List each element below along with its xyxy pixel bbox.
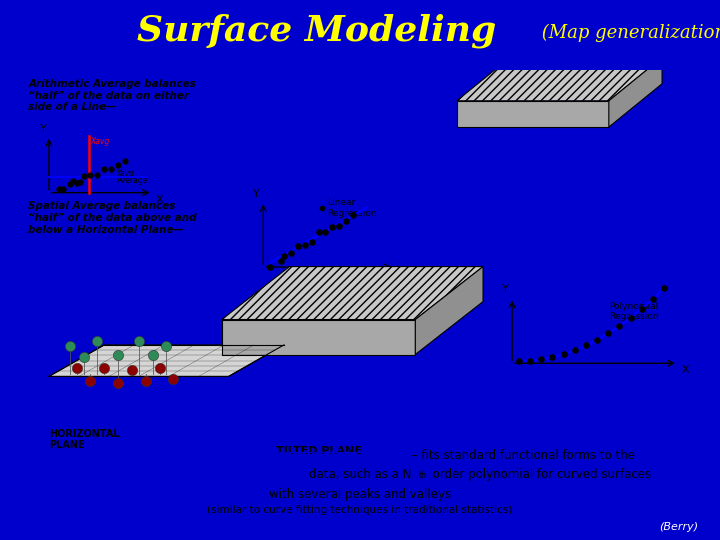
- Text: with several peaks and valleys: with several peaks and valleys: [269, 488, 451, 501]
- Text: data, such as a N: data, such as a N: [309, 468, 411, 481]
- Point: [99, 165, 110, 174]
- Point: [580, 341, 592, 350]
- Text: (Map generalization): (Map generalization): [536, 23, 720, 42]
- Point: [320, 227, 331, 236]
- Point: [64, 180, 76, 189]
- Point: [71, 179, 82, 188]
- Polygon shape: [222, 320, 415, 354]
- Point: [536, 355, 547, 363]
- Point: [292, 242, 304, 251]
- Text: Y: Y: [502, 284, 508, 294]
- Point: [78, 172, 89, 181]
- Text: CURVED
PLANE: CURVED PLANE: [571, 75, 619, 96]
- Point: [112, 350, 124, 359]
- Point: [91, 170, 103, 179]
- Point: [112, 161, 124, 170]
- Point: [306, 238, 318, 246]
- Point: [78, 353, 89, 361]
- Point: [333, 222, 345, 231]
- Point: [275, 256, 287, 265]
- Point: [154, 363, 166, 372]
- Text: Spatial Average balances
“half” of the data above and
below a Horizontal Plane—: Spatial Average balances “half” of the d…: [28, 201, 197, 234]
- Point: [625, 313, 636, 322]
- Text: X: X: [398, 269, 405, 279]
- Text: order polynomial for curved surfaces: order polynomial for curved surfaces: [429, 468, 652, 481]
- Text: Polynomial
Regression: Polynomial Regression: [609, 302, 658, 321]
- Point: [112, 379, 124, 387]
- Point: [68, 177, 79, 185]
- Point: [312, 227, 324, 236]
- Polygon shape: [609, 58, 662, 127]
- Text: Map Generalization: Map Generalization: [222, 449, 358, 462]
- Point: [91, 337, 103, 346]
- Point: [658, 284, 670, 292]
- Point: [591, 335, 603, 344]
- Polygon shape: [222, 267, 483, 320]
- Point: [347, 211, 359, 219]
- Point: [264, 262, 276, 271]
- Text: (Berry): (Berry): [660, 522, 698, 531]
- Text: th: th: [419, 471, 427, 480]
- Point: [147, 350, 158, 359]
- Point: [140, 376, 151, 385]
- Point: [513, 357, 525, 366]
- Point: [636, 304, 647, 313]
- Point: [53, 185, 65, 194]
- Point: [133, 337, 145, 346]
- Point: [168, 374, 179, 383]
- Point: [71, 363, 82, 372]
- Point: [603, 329, 614, 338]
- Point: [316, 204, 328, 212]
- Text: – fits standard functional forms to the: – fits standard functional forms to the: [408, 449, 635, 462]
- Text: Line: Line: [297, 278, 340, 296]
- Polygon shape: [456, 58, 662, 101]
- Text: HORIZONTAL
PLANE: HORIZONTAL PLANE: [49, 429, 120, 450]
- Text: Yavg: Yavg: [117, 168, 135, 178]
- Text: Arithmetic Average balances
“half” of the data on either
side of a Line—: Arithmetic Average balances “half” of th…: [28, 79, 196, 112]
- Text: Y: Y: [40, 124, 47, 133]
- Point: [57, 185, 68, 193]
- Point: [613, 322, 625, 330]
- Point: [99, 363, 110, 372]
- Polygon shape: [415, 267, 483, 354]
- Text: Surface Modeling: Surface Modeling: [138, 14, 496, 49]
- Point: [546, 353, 558, 361]
- Text: Curved
Line: Curved Line: [685, 298, 720, 330]
- Text: Average: Average: [117, 177, 148, 185]
- Point: [105, 164, 117, 173]
- Point: [278, 252, 289, 260]
- Text: Curved
Plane: Curved Plane: [623, 197, 683, 230]
- Point: [74, 178, 86, 186]
- Text: Plane: Plane: [290, 295, 346, 313]
- Point: [120, 157, 131, 165]
- Text: Xavg: Xavg: [90, 137, 109, 146]
- Point: [558, 350, 570, 359]
- Text: X: X: [156, 195, 163, 205]
- Point: [85, 171, 96, 179]
- Text: Y: Y: [253, 189, 260, 199]
- Text: (similar to curve fitting techniques in traditional statistics): (similar to curve fitting techniques in …: [207, 505, 513, 515]
- Point: [126, 366, 138, 374]
- Point: [64, 341, 76, 350]
- Point: [341, 216, 352, 225]
- Point: [285, 249, 297, 258]
- Text: Linear
Regression: Linear Regression: [327, 198, 377, 218]
- Point: [569, 346, 580, 355]
- Polygon shape: [456, 101, 609, 127]
- Text: TILTED PLANE: TILTED PLANE: [276, 447, 361, 456]
- Point: [85, 376, 96, 385]
- Point: [299, 241, 310, 249]
- Point: [647, 294, 659, 303]
- Point: [524, 356, 536, 365]
- Point: [327, 223, 338, 232]
- Polygon shape: [49, 345, 284, 376]
- Text: X: X: [681, 366, 689, 375]
- Point: [161, 341, 172, 350]
